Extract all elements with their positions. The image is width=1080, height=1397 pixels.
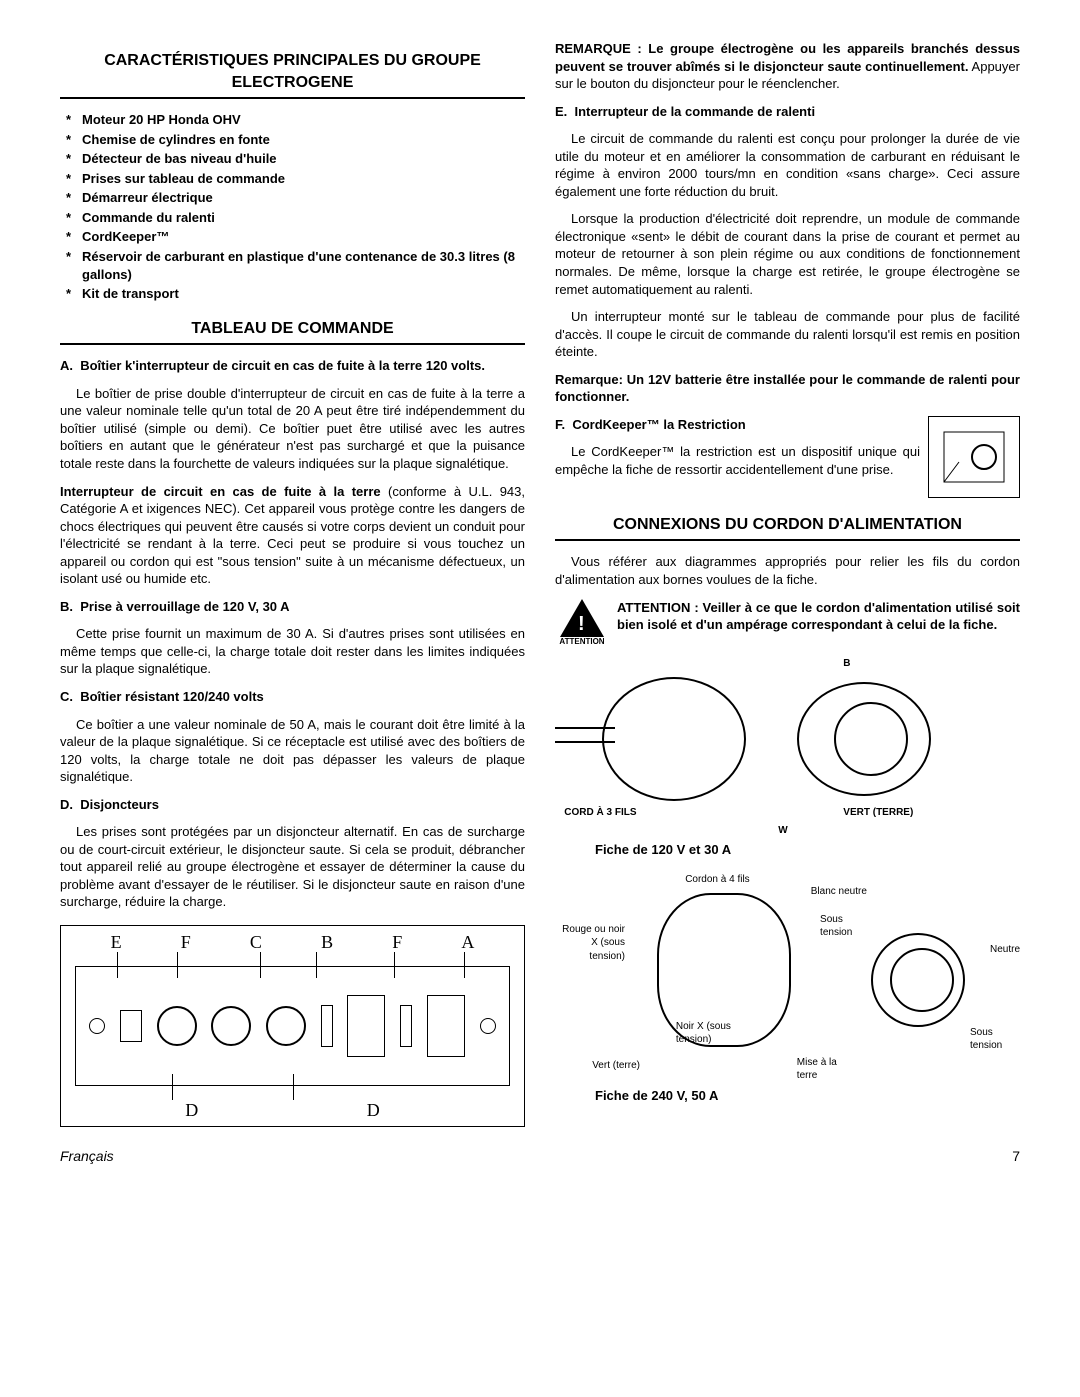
plug-diagram-1: B CORD À 3 FILS W VERT (TERRE)	[555, 657, 1020, 837]
e-note: Remarque: Un 12V batterie être installée…	[555, 371, 1020, 406]
b-paragraph: Cette prise fournit un maximum de 30 A. …	[60, 625, 525, 678]
right-column: REMARQUE : Le groupe électrogène ou les …	[555, 40, 1020, 1127]
remark-paragraph: REMARQUE : Le groupe électrogène ou les …	[555, 40, 1020, 93]
footer-page-number: 7	[1012, 1147, 1020, 1166]
panel-label: D	[185, 1098, 198, 1122]
panel-label: B	[321, 930, 333, 954]
plug1-label-cord: CORD À 3 FILS	[564, 806, 636, 820]
plug2-label: Rouge ou noir X (sous tension)	[555, 923, 625, 964]
round-outlet-icon	[211, 1006, 251, 1046]
a-subheading-block: Interrupteur de circuit en cas de fuite …	[60, 483, 525, 588]
attention-block: ATTENTION ATTENTION : Veiller à ce que l…	[555, 599, 1020, 648]
plug2-label: Cordon à 4 fils	[685, 873, 749, 887]
plug2-label: Vert (terre)	[592, 1059, 640, 1073]
plug2-label: Sous tension	[970, 1026, 1020, 1053]
feature-item: Démarreur électrique	[60, 189, 525, 207]
panel-label: A	[461, 930, 474, 954]
round-outlet-icon	[157, 1006, 197, 1046]
breaker-icon	[400, 1005, 412, 1047]
d-paragraph: Les prises sont protégées par un disjonc…	[60, 823, 525, 911]
d-heading: D. Disjoncteurs	[60, 796, 525, 814]
c-heading: C. Boîtier résistant 120/240 volts	[60, 688, 525, 706]
plug2-label: Sous tension	[820, 913, 870, 940]
plug2-label: Noir X (sous tension)	[676, 1020, 756, 1047]
cordkeeper-figure	[928, 416, 1020, 498]
duplex-outlet-icon	[427, 995, 465, 1057]
left-column: CARACTÉRISTIQUES PRINCIPALES DU GROUPE E…	[60, 40, 525, 1127]
feature-item: CordKeeper™	[60, 228, 525, 246]
warning-icon: ATTENTION	[555, 599, 609, 648]
plug2-label: Mise à la terre	[797, 1056, 847, 1083]
connexions-paragraph: Vous référer aux diagrammes appropriés p…	[555, 553, 1020, 588]
attention-text: ATTENTION : Veiller à ce que le cordon d…	[617, 599, 1020, 634]
feature-item: Kit de transport	[60, 285, 525, 303]
switch-icon	[120, 1010, 142, 1042]
control-panel-diagram: E F C B F A	[60, 925, 525, 1127]
attention-label: ATTENTION	[559, 637, 604, 646]
page-footer: Français 7	[60, 1147, 1020, 1166]
plug1-caption: Fiche de 120 V et 30 A	[555, 841, 1020, 859]
plug1-label-vert: VERT (TERRE)	[843, 806, 913, 820]
feature-item: Détecteur de bas niveau d'huile	[60, 150, 525, 168]
b-heading: B. Prise à verrouillage de 120 V, 30 A	[60, 598, 525, 616]
panel-label: F	[392, 930, 402, 954]
e-paragraph-1: Le circuit de commande du ralenti est co…	[555, 130, 1020, 200]
round-outlet-icon	[266, 1006, 306, 1046]
a-heading: A. Boîtier k'interrupteur de circuit en …	[60, 357, 525, 375]
feature-list: Moteur 20 HP Honda OHV Chemise de cylind…	[60, 111, 525, 302]
panel-label: D	[367, 1098, 380, 1122]
plug1-label-b: B	[843, 657, 850, 671]
heading-connexions: CONNEXIONS DU CORDON D'ALIMENTATION	[555, 514, 1020, 542]
e-paragraph-2: Lorsque la production d'électricité doit…	[555, 210, 1020, 298]
heading-tableau: TABLEAU DE COMMANDE	[60, 318, 525, 346]
e-heading: E. Interrupteur de la commande de ralent…	[555, 103, 1020, 121]
panel-label: E	[111, 930, 122, 954]
panel-screw-icon	[89, 1018, 105, 1034]
plug2-label: Blanc neutre	[811, 885, 867, 899]
feature-item: Commande du ralenti	[60, 209, 525, 227]
a-paragraph-1: Le boîtier de prise double d'interrupteu…	[60, 385, 525, 473]
plug1-label-w: W	[778, 824, 787, 838]
panel-screw-icon	[480, 1018, 496, 1034]
footer-language: Français	[60, 1147, 114, 1166]
c-paragraph: Ce boîtier a une valeur nominale de 50 A…	[60, 716, 525, 786]
plug-diagram-2: Cordon à 4 fils Blanc neutre Rouge ou no…	[555, 873, 1020, 1083]
plug2-caption: Fiche de 240 V, 50 A	[555, 1087, 1020, 1105]
heading-features: CARACTÉRISTIQUES PRINCIPALES DU GROUPE E…	[60, 50, 525, 99]
duplex-outlet-icon	[347, 995, 385, 1057]
feature-item: Réservoir de carburant en plastique d'un…	[60, 248, 525, 283]
feature-item: Prises sur tableau de commande	[60, 170, 525, 188]
feature-item: Chemise de cylindres en fonte	[60, 131, 525, 149]
feature-item: Moteur 20 HP Honda OHV	[60, 111, 525, 129]
a-subheading: Interrupteur de circuit en cas de fuite …	[60, 484, 381, 499]
panel-label: C	[250, 930, 262, 954]
plug2-label: Neutre	[990, 943, 1020, 957]
remark-bold: REMARQUE : Le groupe électrogène ou les …	[555, 41, 1020, 74]
panel-label: F	[181, 930, 191, 954]
breaker-icon	[321, 1005, 333, 1047]
cordkeeper-icon	[939, 427, 1009, 487]
e-paragraph-3: Un interrupteur monté sur le tableau de …	[555, 308, 1020, 361]
